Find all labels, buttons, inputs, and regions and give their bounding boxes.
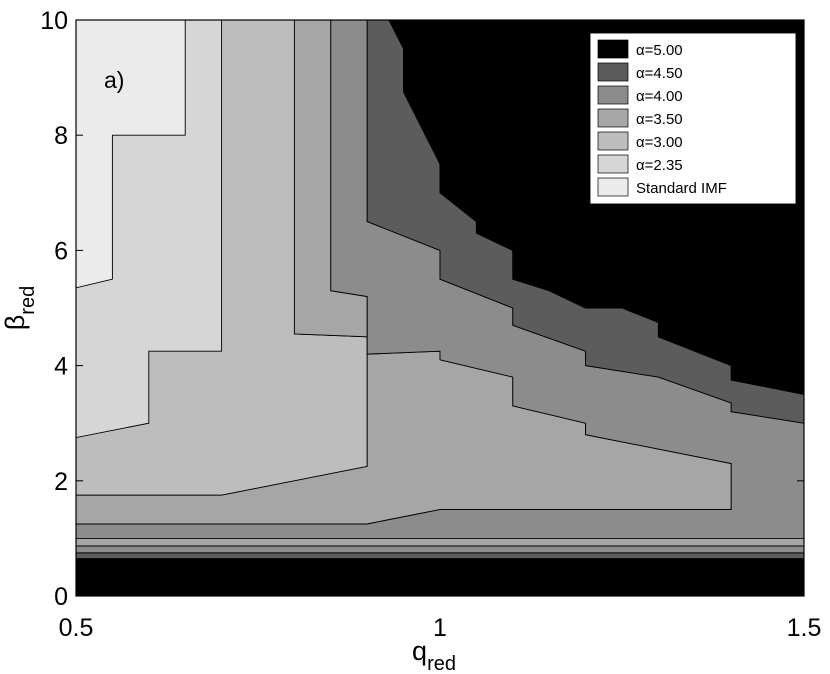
legend-swatch: [597, 108, 629, 128]
legend-swatch: [597, 154, 629, 174]
y-axis-label: βred: [0, 286, 39, 330]
x-tick-label: 1: [433, 614, 447, 642]
x-tick-label: 0.5: [59, 614, 94, 642]
y-axis-label-main: β: [0, 315, 30, 331]
legend-entry-label: α=4.00: [636, 88, 683, 105]
x-axis-label: qred: [412, 636, 456, 674]
y-tick-label: 6: [54, 237, 68, 265]
contour-region: [75, 545, 805, 554]
y-tick-label: 4: [54, 353, 68, 381]
x-axis-label-sub: red: [427, 653, 456, 674]
contour-region: [75, 537, 805, 547]
legend: α=5.00 α=4.50 α=4.00 α=3.50 α=3.00 α=2.35 Stan…: [589, 32, 797, 205]
panel-label: a): [104, 67, 124, 93]
x-tick-label: 1.5: [787, 614, 822, 642]
x-axis-ticks: 0.5 1 1.5: [59, 20, 822, 642]
legend-swatch: [597, 39, 629, 59]
legend-entry-label: α=2.35: [636, 157, 683, 174]
y-tick-label: 8: [54, 122, 68, 150]
y-axis-label-sub: red: [17, 286, 39, 315]
y-tick-label: 10: [40, 7, 68, 35]
y-tick-label: 2: [54, 468, 68, 496]
legend-swatch: [597, 62, 629, 82]
x-axis-label-main: q: [412, 636, 427, 666]
legend-entry-label: α=5.00: [636, 42, 683, 59]
plot-area: [75, 19, 805, 597]
legend-entry-label: α=4.50: [636, 65, 683, 82]
legend-entry-label: Standard IMF: [636, 180, 727, 197]
legend-swatch: [597, 177, 629, 197]
y-axis-ticks: 0 2 4 6 8 10: [40, 7, 804, 611]
legend-entry-label: α=3.50: [636, 111, 683, 128]
legend-swatch: [597, 85, 629, 105]
legend-swatch: [597, 131, 629, 151]
y-tick-label: 0: [54, 583, 68, 611]
legend-entry-label: α=3.00: [636, 134, 683, 151]
contour-region: [75, 552, 805, 560]
